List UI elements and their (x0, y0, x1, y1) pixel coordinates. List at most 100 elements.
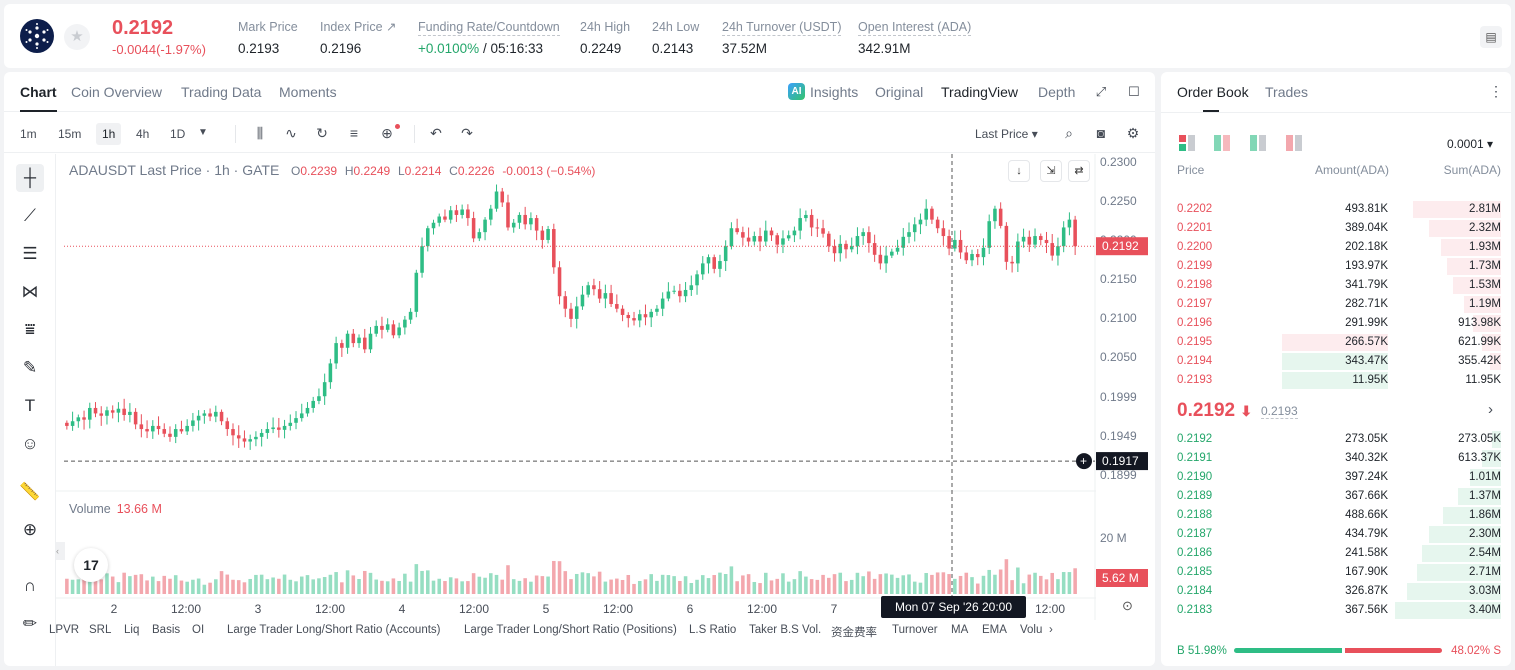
indicator-ema[interactable]: EMA (982, 624, 1007, 636)
book-buy-icon[interactable] (1214, 135, 1230, 151)
replay-icon[interactable]: ↻ (316, 125, 328, 141)
bid-row[interactable]: 0.2190 397.24K 1.01M (1161, 468, 1511, 487)
candle-type-icon[interactable]: ⫼ (256, 125, 264, 141)
indicators-icon[interactable]: ∿ (285, 125, 297, 141)
brush-icon[interactable]: ✎ (22, 358, 38, 377)
candle-body (202, 413, 207, 416)
volume-bar (248, 578, 252, 594)
arrow-down-icon[interactable]: ↓ (1008, 160, 1030, 182)
fib-icon[interactable]: ⩸ (24, 320, 36, 339)
bid-row[interactable]: 0.2186 241.58K 2.54M (1161, 544, 1511, 563)
view-original[interactable]: Original (875, 84, 924, 100)
tab-moments[interactable]: Moments (279, 84, 337, 100)
interval-1m[interactable]: 1m (20, 127, 37, 141)
layout-icon[interactable]: ≡ (349, 125, 359, 141)
chevron-right-icon[interactable]: › (1488, 401, 1493, 418)
pencil-lock-icon[interactable]: ✏ (22, 614, 38, 633)
interval-15m[interactable]: 15m (58, 127, 82, 141)
redo-icon[interactable]: ↷ (461, 125, 473, 141)
ask-row[interactable]: 0.2200 202.18K 1.93M (1161, 238, 1511, 257)
bid-row[interactable]: 0.2187 434.79K 2.30M (1161, 525, 1511, 544)
indicator-lpvr[interactable]: LPVR (49, 624, 80, 636)
search-icon[interactable]: ⌕ (1065, 125, 1073, 141)
book-asks-icon[interactable] (1286, 135, 1302, 151)
ask-row[interactable]: 0.2197 282.71K 1.19M (1161, 295, 1511, 314)
view-tradingview[interactable]: TradingView (941, 84, 1019, 100)
indicator-ls-ratio[interactable]: L.S Ratio (689, 624, 737, 636)
ruler-icon[interactable]: 📏 (19, 482, 41, 501)
sum-cell: 3.03M (1469, 585, 1501, 597)
volume-bar (1073, 568, 1077, 594)
book-both-icon[interactable] (1179, 135, 1195, 151)
collapse-toolbar-icon[interactable]: ‹ (56, 542, 65, 560)
gear-icon[interactable]: ⚙ (1126, 125, 1140, 141)
document-icon[interactable]: ▤ (1480, 26, 1502, 48)
indicator-funding[interactable]: 资金费率 (831, 627, 877, 639)
candle-body (357, 337, 361, 344)
view-depth[interactable]: Depth (1038, 84, 1076, 100)
expand-icon[interactable]: ⤢ (1095, 84, 1107, 99)
emoji-icon[interactable]: ☺ (21, 434, 39, 453)
add-alert-icon[interactable]: ⊕ (381, 125, 393, 141)
price-source-select[interactable]: Last Price ▾ (975, 127, 1038, 141)
tab-trades[interactable]: Trades (1265, 84, 1309, 100)
bid-row[interactable]: 0.2191 340.32K 613.37K (1161, 449, 1511, 468)
pattern-icon[interactable]: ⋈ (21, 282, 39, 301)
indicator-volume[interactable]: Volu (1020, 624, 1043, 636)
precision-select[interactable]: 0.0001 ▾ (1447, 137, 1494, 151)
indicator-liq[interactable]: Liq (124, 624, 140, 636)
horizontal-lines-icon[interactable]: ☰ (22, 244, 38, 263)
text-icon[interactable]: T (24, 396, 36, 415)
stat-index-price[interactable]: Index Price ↗ 0.2196 (320, 20, 397, 56)
ask-row[interactable]: 0.2195 266.57K 621.99K (1161, 333, 1511, 352)
bid-row[interactable]: 0.2189 367.66K 1.37M (1161, 487, 1511, 506)
indicator-ma[interactable]: MA (951, 624, 969, 636)
window-icon[interactable]: ☐ (1128, 84, 1140, 99)
ask-row[interactable]: 0.2201 389.04K 2.32M (1161, 219, 1511, 238)
favorite-star-icon[interactable]: ★ (64, 24, 90, 50)
price-chart[interactable]: 0.23000.22500.22000.21500.21000.20500.19… (56, 154, 1155, 666)
tab-trading-data[interactable]: Trading Data (181, 84, 262, 100)
volume-bar (431, 580, 436, 594)
ask-row[interactable]: 0.2194 343.47K 355.42K (1161, 352, 1511, 371)
collapse-icon[interactable]: ⇲ (1040, 160, 1062, 182)
ask-row[interactable]: 0.2199 193.97K 1.73M (1161, 257, 1511, 276)
ask-row[interactable]: 0.2193 11.95K 11.95K (1161, 371, 1511, 390)
indicator-oi[interactable]: OI (192, 624, 205, 636)
volume-bar (494, 574, 499, 594)
ask-row[interactable]: 0.2198 341.79K 1.53M (1161, 276, 1511, 295)
book-bids-icon[interactable] (1250, 135, 1266, 151)
indicator-taker-vol[interactable]: Taker B.S Vol. (749, 624, 822, 636)
camera-icon[interactable]: ◙ (1096, 125, 1106, 141)
magnet-icon[interactable]: ∩ (23, 576, 37, 595)
swap-icon[interactable]: ⇄ (1068, 160, 1090, 182)
crosshair-icon[interactable]: ┼ (16, 164, 44, 192)
chevron-right-icon[interactable]: › (1049, 624, 1053, 636)
more-icon[interactable]: ⋮ (1489, 83, 1503, 99)
zoom-icon[interactable]: ⊕ (22, 520, 38, 539)
indicator-lt-positions[interactable]: Large Trader Long/Short Ratio (Positions… (464, 624, 677, 636)
undo-icon[interactable]: ↶ (430, 125, 442, 141)
target-icon[interactable]: ⊙ (1122, 598, 1133, 613)
candlestick-chart[interactable]: 0.23000.22500.22000.21500.21000.20500.19… (56, 154, 1155, 620)
bid-row[interactable]: 0.2192 273.05K 273.05K (1161, 430, 1511, 449)
indicator-turnover[interactable]: Turnover (892, 624, 938, 636)
indicator-lt-accounts[interactable]: Large Trader Long/Short Ratio (Accounts) (227, 624, 441, 636)
ask-row[interactable]: 0.2196 291.99K 913.98K (1161, 314, 1511, 333)
interval-4h[interactable]: 4h (136, 127, 150, 141)
bid-row[interactable]: 0.2184 326.87K 3.03M (1161, 582, 1511, 601)
indicator-basis[interactable]: Basis (152, 624, 181, 636)
tab-coin-overview[interactable]: Coin Overview (71, 84, 163, 100)
interval-1d[interactable]: 1D (170, 127, 186, 141)
interval-1h[interactable]: 1h (96, 123, 122, 145)
bid-row[interactable]: 0.2188 488.66K 1.86M (1161, 506, 1511, 525)
bid-row[interactable]: 0.2183 367.56K 3.40M (1161, 601, 1511, 620)
indicator-srl[interactable]: SRL (89, 624, 112, 636)
tab-chart[interactable]: Chart (20, 84, 57, 112)
bid-row[interactable]: 0.2185 167.90K 2.71M (1161, 563, 1511, 582)
view-insights[interactable]: Insights (810, 84, 859, 100)
chevron-down-icon[interactable]: ▼ (198, 127, 208, 138)
ask-row[interactable]: 0.2202 493.81K 2.81M (1161, 200, 1511, 219)
trendline-icon[interactable]: ⟋ (24, 206, 36, 225)
tab-order-book[interactable]: Order Book (1177, 84, 1249, 112)
